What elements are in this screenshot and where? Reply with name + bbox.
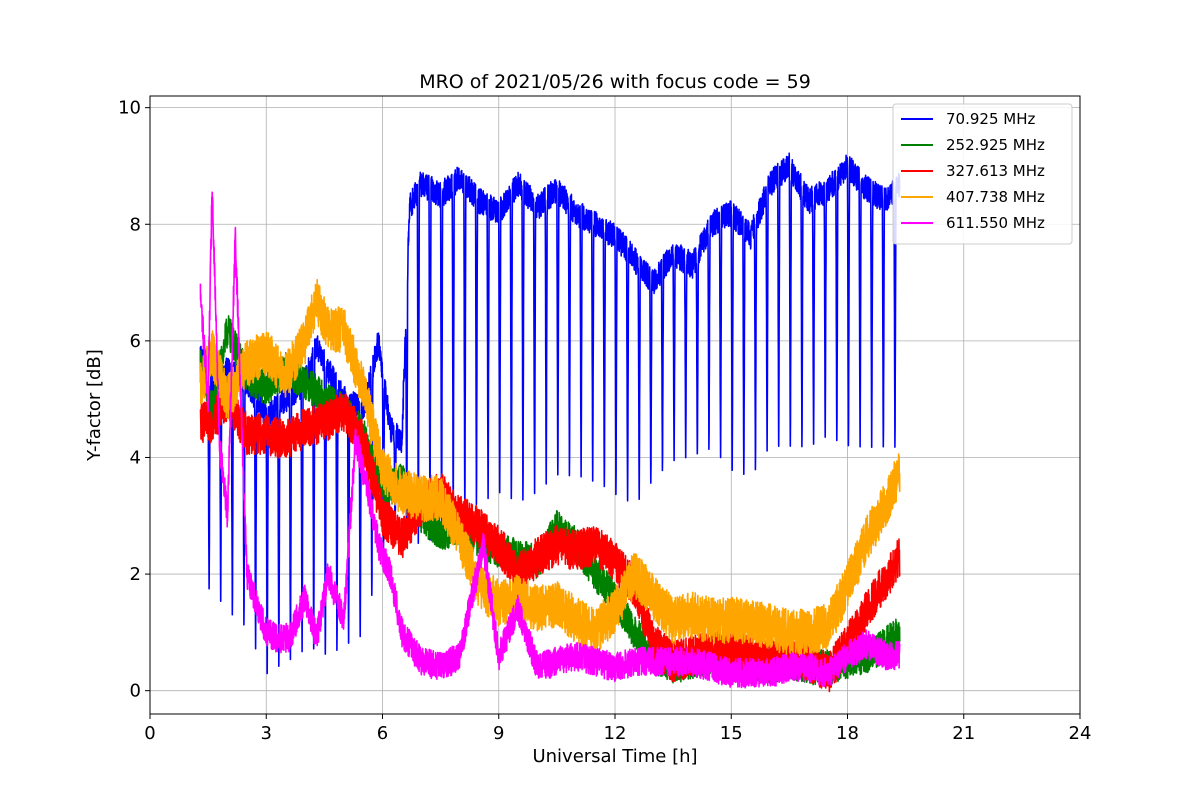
x-tick-label: 15	[720, 723, 743, 744]
legend: 70.925 MHz 252.925 MHz 327.613 MHz 407.738 …	[892, 103, 1073, 245]
y-axis-label: Y-factor [dB]	[84, 349, 105, 462]
y-tick-label: 4	[130, 447, 141, 468]
legend-label: 327.613 MHz	[946, 162, 1045, 180]
x-tick-label: 18	[836, 723, 859, 744]
x-tick-label: 6	[377, 723, 388, 744]
legend-label: 252.925 MHz	[946, 136, 1045, 154]
x-tick-label: 12	[604, 723, 627, 744]
x-tick-label: 9	[493, 723, 504, 744]
y-tick-label: 8	[130, 214, 141, 235]
series-layer	[199, 152, 901, 693]
y-tick-label: 2	[130, 564, 141, 585]
x-axis-label: Universal Time [h]	[532, 746, 697, 767]
legend-label: 611.550 MHz	[946, 214, 1045, 232]
y-tick-label: 10	[118, 98, 141, 119]
legend-label: 70.925 MHz	[946, 110, 1035, 128]
legend-box	[892, 103, 1073, 245]
x-tick-label: 0	[144, 723, 155, 744]
y-tick-label: 0	[130, 681, 141, 702]
legend-label: 407.738 MHz	[946, 188, 1045, 206]
series-line-4	[199, 191, 901, 689]
x-tick-label: 24	[1069, 723, 1092, 744]
series-line-0	[199, 152, 901, 675]
x-tick-label: 3	[261, 723, 272, 744]
y-tick-label: 6	[130, 331, 141, 352]
x-tick-label: 21	[952, 723, 975, 744]
chart-title: MRO of 2021/05/26 with focus code = 59	[419, 71, 811, 93]
series-line-3	[199, 278, 901, 657]
